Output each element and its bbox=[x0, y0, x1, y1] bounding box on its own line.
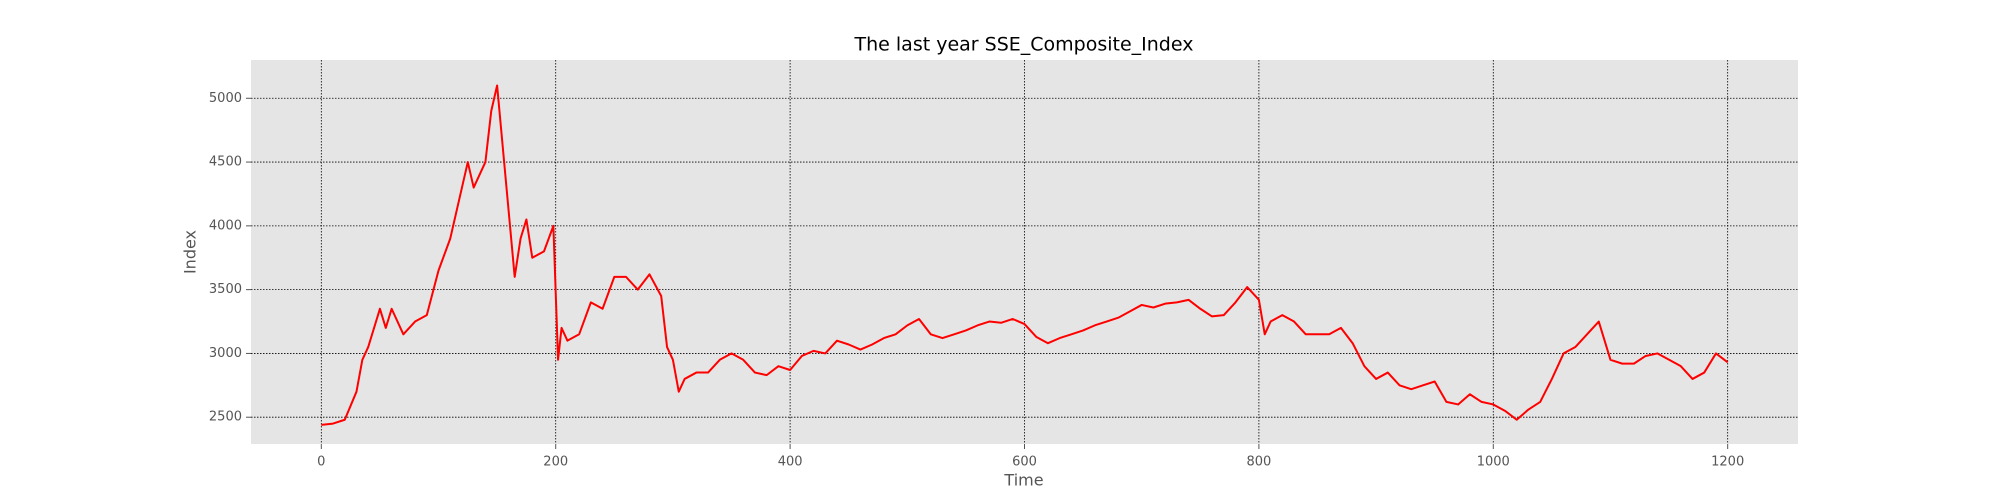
x-tick-label: 600 bbox=[1012, 455, 1037, 470]
y-tick-label: 4000 bbox=[209, 218, 242, 233]
data-line bbox=[321, 84, 1729, 426]
x-tick-label: 800 bbox=[1246, 455, 1271, 470]
y-tick-label: 3500 bbox=[209, 282, 242, 297]
y-tick-label: 2500 bbox=[209, 410, 242, 425]
y-tick-label: 3000 bbox=[209, 346, 242, 361]
y-tick-label: 5000 bbox=[209, 91, 242, 106]
x-tick-label: 200 bbox=[543, 455, 568, 470]
x-tick-label: 0 bbox=[317, 455, 325, 470]
x-axis-label: Time bbox=[1003, 471, 1043, 490]
y-tick-label: 4500 bbox=[209, 155, 242, 170]
x-tick-label: 1200 bbox=[1711, 455, 1744, 470]
chart-title: The last year SSE_Composite_Index bbox=[854, 34, 1194, 56]
y-axis-label: Index bbox=[181, 230, 200, 274]
x-tick-label: 400 bbox=[778, 455, 803, 470]
x-tick-label: 1000 bbox=[1477, 455, 1510, 470]
